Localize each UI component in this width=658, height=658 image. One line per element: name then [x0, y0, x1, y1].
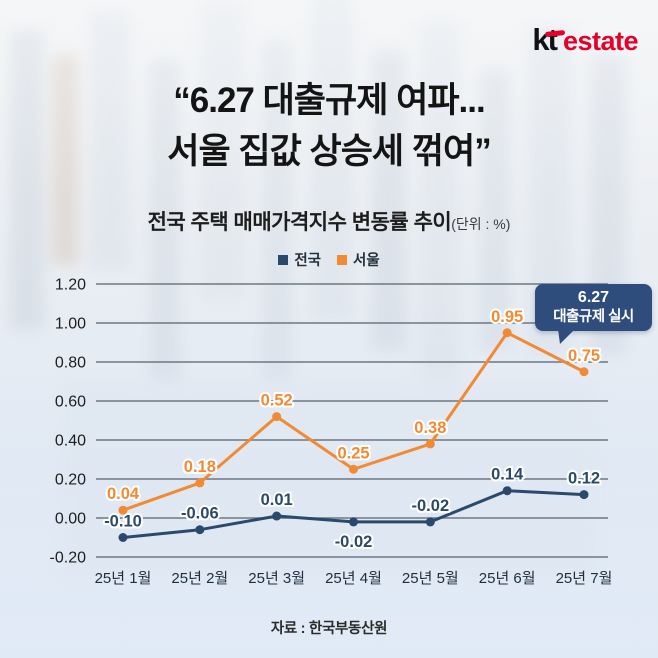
- data-point: [195, 478, 205, 488]
- data-point: [349, 464, 358, 474]
- data-point-label: 0.75: [568, 347, 600, 365]
- y-axis-tick-label: -0.20: [50, 550, 87, 567]
- data-point-label: 0.25: [337, 444, 369, 462]
- kt-estate-logo: kt estate: [532, 22, 638, 58]
- chart-title-text: 전국 주택 매매가격지수 변동률 추이: [147, 211, 452, 234]
- data-point: [118, 533, 128, 542]
- regulation-callout: 6.27 대출규제 실시: [535, 284, 652, 344]
- data-point: [502, 328, 512, 338]
- estate-logotype: estate: [562, 26, 639, 56]
- data-point: [195, 525, 205, 535]
- callout-date: 6.27: [577, 289, 610, 307]
- legend-label: 전국: [294, 253, 321, 269]
- data-point: [272, 412, 282, 422]
- data-point: [502, 486, 512, 496]
- data-point-label: 0.04: [107, 485, 140, 503]
- data-point-label: 0.38: [414, 419, 446, 437]
- y-axis-tick-label: 1.20: [55, 277, 86, 294]
- y-axis-tick-label: 0.00: [55, 511, 86, 528]
- x-axis-tick-label: 25년 6월: [479, 570, 536, 587]
- x-axis-tick-label: 25년 5월: [402, 570, 459, 587]
- legend-label: 서울: [353, 253, 380, 269]
- source-credit: 자료 : 한국부동산원: [270, 621, 388, 637]
- kt-logotype: kt: [532, 22, 558, 57]
- data-point-label: 0.12: [568, 470, 600, 488]
- data-point-label: -0.10: [104, 513, 142, 531]
- data-point: [118, 505, 128, 515]
- data-point-label: -0.02: [412, 497, 450, 515]
- y-axis-tick-label: 0.40: [55, 433, 86, 450]
- legend-item-서울: 서울: [337, 249, 380, 270]
- data-point-label: -0.02: [335, 533, 373, 551]
- x-axis-tick-label: 25년 1월: [95, 570, 152, 587]
- chart-unit-label: (단위 : %): [451, 216, 511, 232]
- data-point: [425, 517, 435, 527]
- chart-legend: 전국 서울: [0, 249, 658, 270]
- y-axis-tick-label: 1.00: [55, 316, 86, 333]
- y-axis-tick-label: 0.80: [55, 355, 86, 372]
- legend-swatch: [278, 254, 289, 265]
- y-axis-tick-label: 0.60: [55, 394, 86, 411]
- chart-title: 전국 주택 매매가격지수 변동률 추이(단위 : %): [0, 206, 658, 236]
- headline: “6.27 대출규제 여파... 서울 집값 상승세 꺾여”: [0, 76, 658, 178]
- data-point: [579, 367, 589, 377]
- x-axis-tick-label: 25년 4월: [325, 570, 382, 587]
- callout-text: 대출규제 실시: [553, 309, 634, 326]
- data-point: [425, 439, 435, 449]
- data-point-label: 0.18: [184, 458, 216, 476]
- legend-item-전국: 전국: [278, 249, 321, 270]
- headline-line1: “6.27 대출규제 여파...: [173, 81, 485, 120]
- headline-line2: 서울 집값 상승세 꺾여”: [167, 131, 491, 171]
- data-point-label: 0.14: [491, 466, 524, 484]
- data-point-label: 0.52: [261, 392, 293, 410]
- x-axis-tick-label: 25년 2월: [171, 570, 228, 587]
- x-axis-tick-label: 25년 3월: [248, 570, 305, 587]
- data-point: [349, 517, 358, 527]
- data-point-label: -0.06: [181, 505, 219, 523]
- legend-swatch: [337, 254, 347, 265]
- data-point: [272, 511, 282, 521]
- data-point: [579, 490, 589, 500]
- y-axis-tick-label: 0.20: [55, 472, 86, 489]
- x-axis-tick-label: 25년 7월: [556, 570, 613, 587]
- data-point-label: 0.95: [491, 308, 523, 326]
- data-point-label: 0.01: [261, 491, 293, 509]
